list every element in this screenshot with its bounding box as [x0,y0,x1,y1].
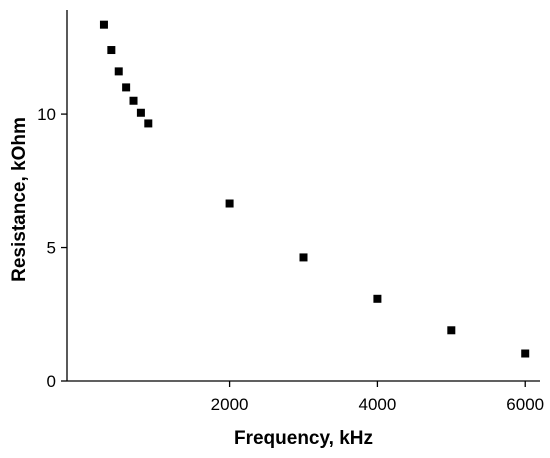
y-tick-label: 10 [37,105,56,124]
data-point [99,20,108,29]
y-tick-label: 0 [47,372,56,391]
y-axis-title: Resistance, kOhm [9,117,30,282]
data-points [99,20,530,358]
data-point [144,119,153,128]
x-tick-label: 4000 [358,395,396,414]
data-point [107,46,116,55]
data-point [299,253,308,262]
data-point [447,326,456,335]
x-axis-title: Frequency, kHz [234,428,373,449]
axes [66,10,540,382]
data-point [129,96,138,105]
x-tick-label: 6000 [506,395,544,414]
ticks: 2000 4000 6000 0 5 10 [37,105,544,414]
data-point [114,67,123,76]
data-point [225,199,234,208]
x-tick-label: 2000 [211,395,249,414]
data-point [521,349,530,358]
data-point [122,83,131,92]
data-point [136,108,145,117]
y-tick-label: 5 [47,239,56,258]
data-point [373,294,382,303]
